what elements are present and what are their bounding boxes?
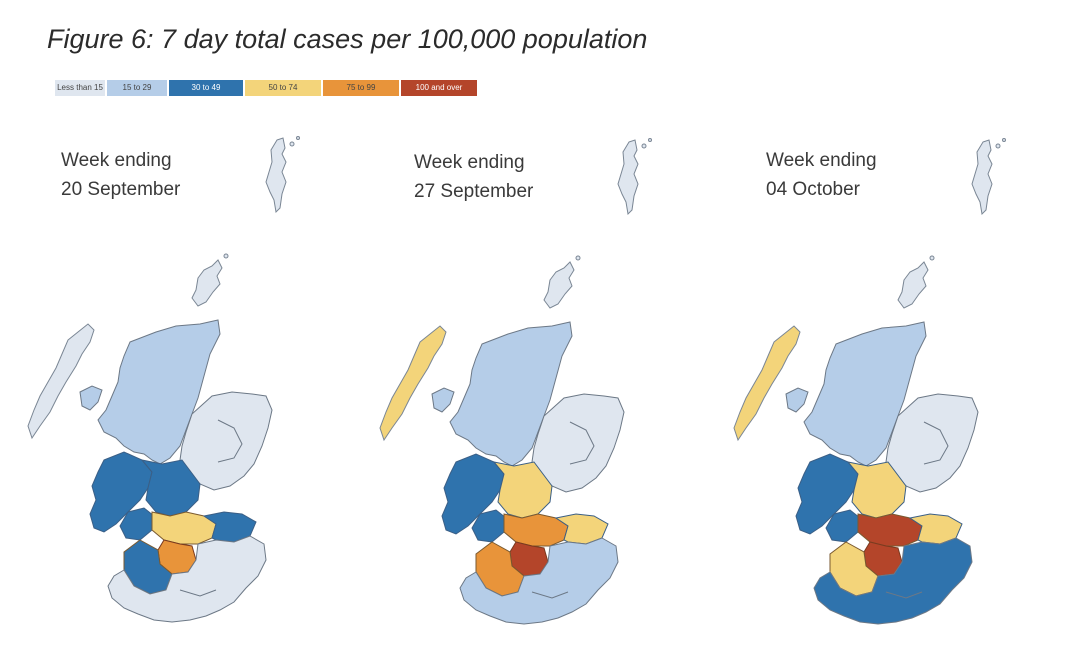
legend-item-30-to-49: 30 to 49 bbox=[169, 80, 243, 96]
region-orkney bbox=[223, 253, 229, 259]
map-label-line-1: Week ending bbox=[766, 150, 877, 171]
region-shetland bbox=[1002, 138, 1006, 142]
region-north-east bbox=[179, 391, 273, 491]
region-orkney bbox=[191, 259, 223, 307]
map-label-week-3: Week ending 04 October bbox=[766, 146, 877, 204]
region-borders bbox=[107, 535, 267, 623]
region-orkney bbox=[543, 261, 575, 309]
map-label-week-2: Week ending 27 September bbox=[414, 148, 533, 206]
map-label-line-1: Week ending bbox=[61, 150, 172, 171]
scotland-outline bbox=[379, 138, 652, 625]
region-glasgow bbox=[471, 509, 507, 543]
region-orkney bbox=[929, 255, 935, 261]
map-label-line-2: 04 October bbox=[766, 179, 860, 200]
legend-item-50-to-74: 50 to 74 bbox=[245, 80, 321, 96]
region-glasgow bbox=[825, 509, 861, 543]
region-skye bbox=[785, 387, 809, 413]
map-week-3 bbox=[733, 138, 1006, 625]
region-borders bbox=[813, 537, 973, 625]
region-borders bbox=[459, 537, 619, 625]
legend-item-15-to-29: 15 to 29 bbox=[107, 80, 167, 96]
region-shetland bbox=[971, 139, 993, 216]
legend-item-less-than-15: Less than 15 bbox=[55, 80, 105, 96]
legend-item-75-to-99: 75 to 99 bbox=[323, 80, 399, 96]
region-skye bbox=[431, 387, 455, 413]
map-label-line-2: 20 September bbox=[61, 179, 181, 200]
figure-title: Figure 6: 7 day total cases per 100,000 … bbox=[47, 24, 648, 54]
color-legend: Less than 15 15 to 29 30 to 49 50 to 74 … bbox=[55, 80, 477, 96]
region-shetland bbox=[617, 139, 639, 216]
map-label-line-1: Week ending bbox=[414, 152, 525, 173]
region-shetland bbox=[265, 137, 287, 214]
scotland-outline bbox=[733, 138, 1006, 625]
region-shetland bbox=[648, 138, 652, 142]
map-week-2 bbox=[379, 138, 652, 625]
region-islands bbox=[27, 323, 95, 440]
map-label-week-1: Week ending 20 September bbox=[61, 146, 180, 204]
region-north-east bbox=[531, 393, 625, 493]
region-shetland bbox=[289, 141, 295, 147]
region-orkney bbox=[575, 255, 581, 261]
region-glasgow bbox=[119, 507, 155, 541]
scotland-outline bbox=[27, 136, 300, 623]
region-shetland bbox=[296, 136, 300, 140]
region-orkney bbox=[897, 261, 929, 309]
region-shetland bbox=[641, 143, 647, 149]
map-week-1 bbox=[27, 136, 300, 623]
region-skye bbox=[79, 385, 103, 411]
region-islands bbox=[733, 325, 801, 442]
region-north-east bbox=[885, 393, 979, 493]
region-shetland bbox=[995, 143, 1001, 149]
legend-item-100-and-over: 100 and over bbox=[401, 80, 477, 96]
region-islands bbox=[379, 325, 447, 442]
map-label-line-2: 27 September bbox=[414, 181, 534, 202]
